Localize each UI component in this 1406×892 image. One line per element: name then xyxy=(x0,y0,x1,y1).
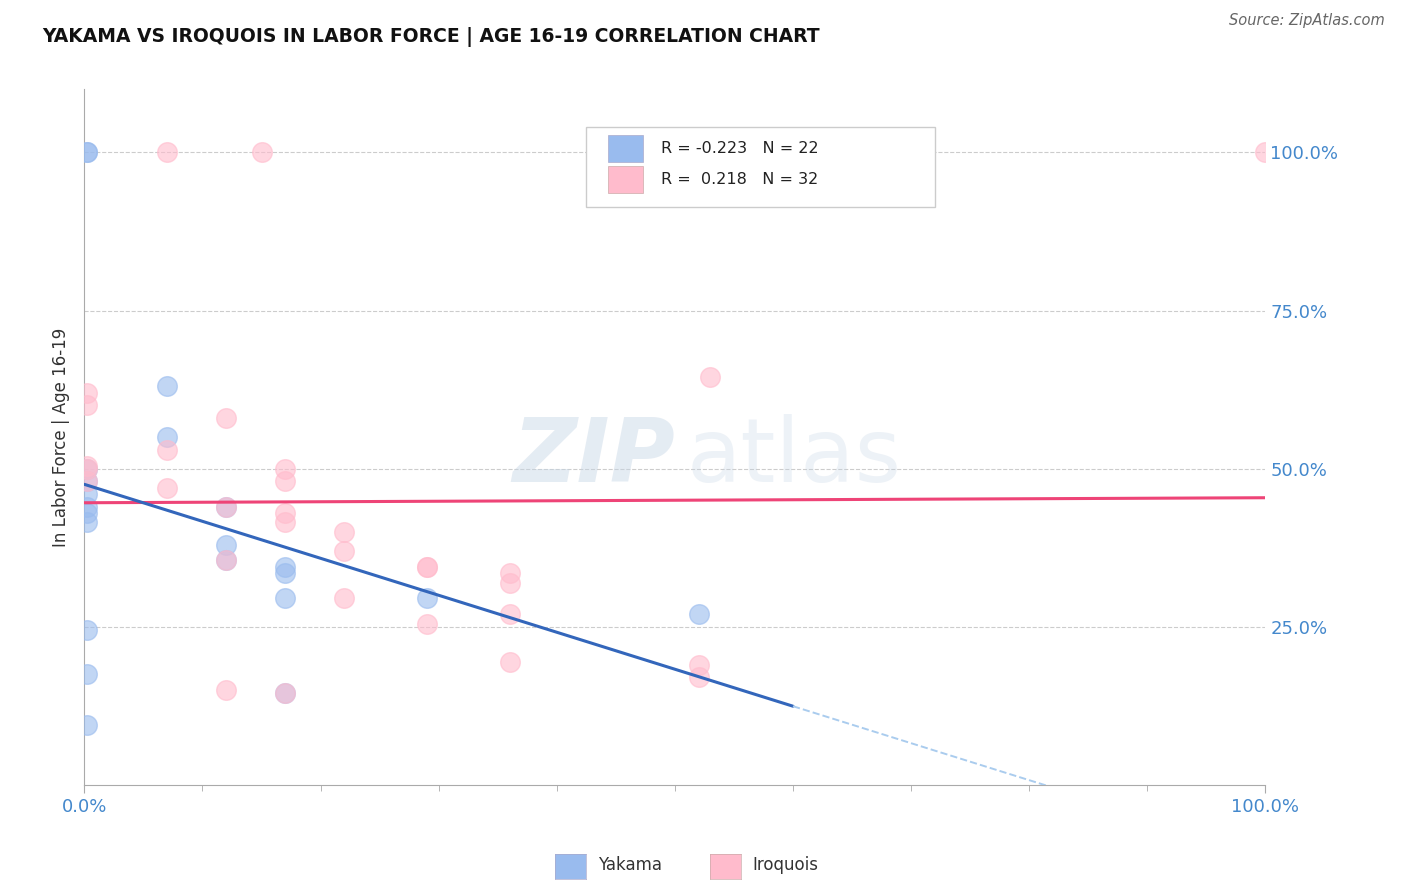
Point xyxy=(274,591,297,606)
Point xyxy=(274,516,297,530)
Point xyxy=(699,370,721,384)
Point xyxy=(156,442,179,457)
Point xyxy=(215,500,238,514)
Point xyxy=(215,683,238,698)
Text: atlas: atlas xyxy=(686,415,901,501)
Point xyxy=(274,686,297,700)
Point xyxy=(274,566,297,580)
Point xyxy=(274,686,297,700)
Point xyxy=(688,657,710,672)
Point xyxy=(416,559,439,574)
Text: Iroquois: Iroquois xyxy=(752,856,818,874)
Y-axis label: In Labor Force | Age 16-19: In Labor Force | Age 16-19 xyxy=(52,327,70,547)
Point xyxy=(498,607,520,622)
Text: R = -0.223   N = 22: R = -0.223 N = 22 xyxy=(661,141,818,156)
Point xyxy=(215,500,238,514)
Point xyxy=(688,607,710,622)
Point xyxy=(76,461,98,475)
Bar xyxy=(607,167,643,193)
Point xyxy=(76,718,98,732)
Point xyxy=(274,461,297,475)
Point xyxy=(76,667,98,681)
Point xyxy=(215,538,238,552)
Point xyxy=(274,475,297,489)
Point xyxy=(76,500,98,514)
Point xyxy=(416,591,439,606)
Point xyxy=(215,411,238,425)
Point xyxy=(333,544,356,558)
Point xyxy=(76,506,98,520)
Point xyxy=(76,461,98,475)
Point xyxy=(76,399,98,413)
Point xyxy=(156,145,179,160)
Text: Yakama: Yakama xyxy=(598,856,662,874)
Point xyxy=(76,145,98,160)
Point xyxy=(76,145,98,160)
Point xyxy=(76,475,98,489)
Text: YAKAMA VS IROQUOIS IN LABOR FORCE | AGE 16-19 CORRELATION CHART: YAKAMA VS IROQUOIS IN LABOR FORCE | AGE … xyxy=(42,27,820,46)
Point xyxy=(333,591,356,606)
Point xyxy=(688,670,710,684)
Point xyxy=(274,559,297,574)
Point xyxy=(156,430,179,444)
Point xyxy=(498,655,520,669)
Bar xyxy=(607,135,643,161)
Point xyxy=(498,575,520,590)
Point xyxy=(156,481,179,495)
Point xyxy=(76,458,98,473)
Point xyxy=(76,623,98,637)
Point xyxy=(156,379,179,393)
Point xyxy=(274,506,297,520)
Point xyxy=(76,475,98,489)
Point xyxy=(416,559,439,574)
Text: R =  0.218   N = 32: R = 0.218 N = 32 xyxy=(661,172,818,187)
Point xyxy=(250,145,273,160)
Text: Source: ZipAtlas.com: Source: ZipAtlas.com xyxy=(1229,13,1385,29)
Point xyxy=(333,524,356,539)
Point xyxy=(76,487,98,501)
Text: ZIP: ZIP xyxy=(512,415,675,501)
Point xyxy=(215,553,238,567)
Point xyxy=(76,385,98,400)
Point xyxy=(1254,145,1277,160)
Bar xyxy=(586,128,935,208)
Point xyxy=(498,566,520,580)
Point xyxy=(416,616,439,631)
Point xyxy=(76,516,98,530)
Point xyxy=(215,553,238,567)
